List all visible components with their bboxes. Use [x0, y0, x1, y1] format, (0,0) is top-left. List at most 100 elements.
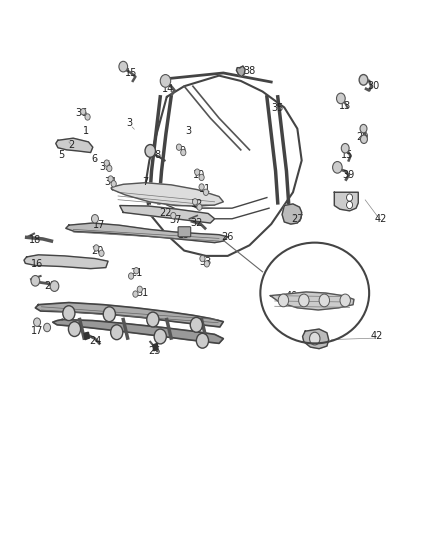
Circle shape: [310, 332, 320, 345]
Polygon shape: [66, 223, 228, 243]
Circle shape: [171, 213, 176, 219]
Text: 24: 24: [89, 336, 101, 346]
Circle shape: [278, 294, 289, 307]
Circle shape: [160, 75, 171, 87]
Text: 21: 21: [130, 268, 142, 278]
Circle shape: [196, 333, 208, 348]
Text: 9: 9: [179, 146, 185, 156]
Text: 15: 15: [125, 68, 137, 78]
Text: 27: 27: [291, 214, 304, 224]
Text: 38: 38: [244, 67, 256, 76]
Text: 1: 1: [83, 126, 89, 136]
Circle shape: [133, 291, 138, 297]
Circle shape: [360, 135, 367, 143]
Text: 35: 35: [272, 103, 284, 114]
Polygon shape: [56, 138, 93, 152]
Polygon shape: [237, 66, 245, 77]
Text: 42: 42: [375, 214, 387, 224]
Circle shape: [190, 317, 202, 332]
Text: 15: 15: [341, 150, 353, 160]
Circle shape: [332, 161, 342, 173]
Text: 25: 25: [148, 346, 161, 357]
Circle shape: [145, 144, 155, 157]
Circle shape: [134, 268, 139, 274]
Text: 3: 3: [185, 126, 191, 136]
Text: 33: 33: [100, 162, 112, 172]
Circle shape: [34, 318, 41, 326]
Circle shape: [194, 169, 200, 175]
Text: 11: 11: [198, 184, 211, 194]
Circle shape: [199, 174, 204, 181]
Circle shape: [31, 276, 40, 286]
Polygon shape: [35, 303, 223, 327]
Polygon shape: [303, 329, 328, 349]
Text: 37: 37: [170, 215, 182, 225]
Polygon shape: [120, 206, 215, 223]
Circle shape: [81, 109, 86, 115]
Polygon shape: [270, 292, 354, 310]
Text: 19: 19: [178, 230, 190, 240]
Circle shape: [99, 250, 104, 256]
Text: 14: 14: [162, 84, 174, 94]
Text: 42: 42: [371, 332, 383, 342]
Circle shape: [147, 312, 159, 327]
FancyBboxPatch shape: [178, 227, 191, 237]
Polygon shape: [53, 319, 223, 343]
Circle shape: [63, 306, 75, 320]
Circle shape: [199, 184, 204, 190]
Circle shape: [104, 160, 110, 166]
Text: 18: 18: [29, 235, 42, 245]
Circle shape: [197, 204, 202, 211]
Circle shape: [359, 75, 368, 85]
Text: 34: 34: [104, 176, 117, 187]
Text: 10: 10: [193, 170, 205, 180]
Polygon shape: [24, 255, 108, 269]
Circle shape: [336, 93, 345, 104]
Circle shape: [107, 165, 112, 172]
Text: 20: 20: [91, 246, 103, 256]
Text: 5: 5: [58, 150, 64, 160]
Circle shape: [108, 176, 113, 182]
Circle shape: [299, 294, 309, 307]
Circle shape: [177, 144, 182, 150]
Text: 33: 33: [199, 257, 211, 267]
Text: 30: 30: [367, 81, 380, 91]
Circle shape: [346, 194, 353, 201]
Circle shape: [340, 294, 350, 307]
Polygon shape: [334, 192, 358, 211]
Text: 6: 6: [91, 154, 97, 164]
Text: 22: 22: [160, 208, 172, 219]
Circle shape: [111, 181, 116, 187]
Text: 39: 39: [343, 170, 355, 180]
Circle shape: [103, 307, 116, 321]
Circle shape: [85, 114, 90, 120]
Text: 32: 32: [190, 218, 202, 228]
Circle shape: [94, 245, 99, 251]
Text: 3: 3: [127, 118, 133, 128]
Circle shape: [346, 201, 353, 209]
Text: 12: 12: [191, 199, 203, 209]
Circle shape: [92, 215, 99, 223]
Text: 26: 26: [222, 232, 234, 243]
Circle shape: [119, 61, 127, 72]
Circle shape: [203, 189, 208, 196]
Polygon shape: [84, 332, 89, 340]
Circle shape: [360, 124, 367, 133]
Circle shape: [128, 273, 134, 279]
Polygon shape: [111, 183, 223, 206]
Circle shape: [44, 323, 50, 332]
Circle shape: [111, 325, 123, 340]
Circle shape: [204, 261, 209, 267]
Text: 40: 40: [286, 290, 298, 301]
Circle shape: [137, 286, 142, 293]
Text: 17: 17: [31, 326, 43, 336]
Circle shape: [319, 294, 329, 307]
Polygon shape: [153, 343, 158, 351]
Circle shape: [192, 199, 198, 205]
Text: 29: 29: [357, 132, 369, 142]
Text: 7: 7: [142, 176, 148, 187]
Polygon shape: [282, 204, 302, 224]
Circle shape: [341, 143, 349, 153]
Text: 16: 16: [31, 259, 43, 269]
Circle shape: [154, 329, 166, 344]
